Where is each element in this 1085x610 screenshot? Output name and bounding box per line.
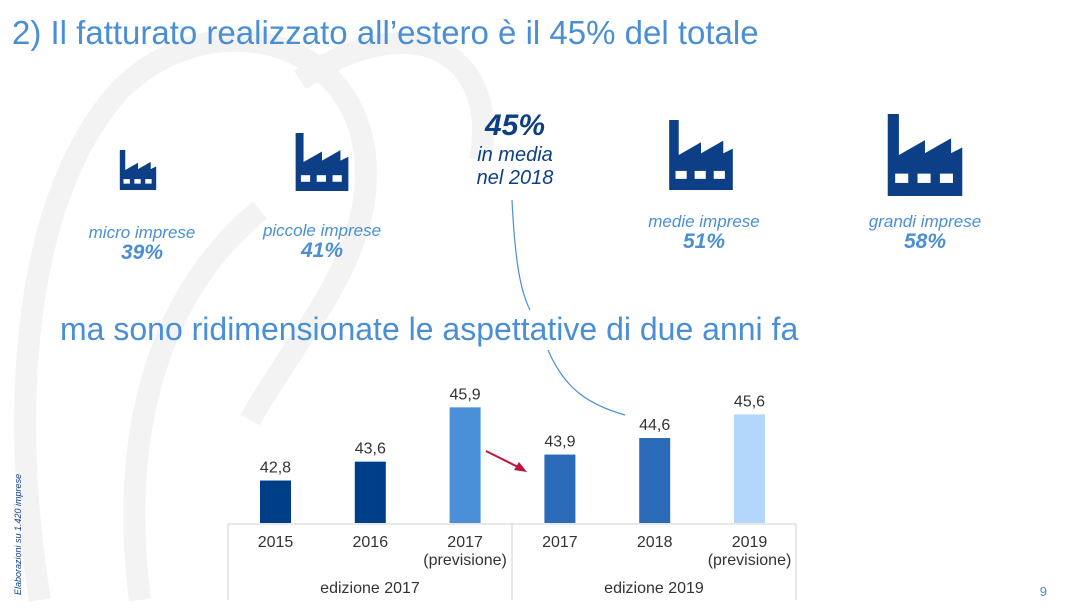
- value-label: 45,9: [450, 386, 481, 403]
- section-subtitle: ma sono ridimensionate le aspettative di…: [60, 311, 799, 347]
- category-piccole: piccole imprese 41%: [232, 221, 412, 261]
- category-value: 41%: [300, 239, 344, 262]
- tick-label-line: 2016: [352, 534, 389, 551]
- category-grandi: grandi imprese 58%: [835, 212, 1015, 252]
- tick-label-line: (previsione): [707, 552, 792, 569]
- value-label: 42,8: [260, 460, 291, 477]
- page-title: 2) Il fatturato realizzato all’estero è …: [12, 14, 759, 51]
- category-value: 39%: [120, 241, 164, 264]
- category-value: 51%: [682, 230, 726, 253]
- bar: [544, 454, 576, 523]
- factory-icon: [295, 133, 349, 191]
- tick-label: 2019 (previsione): [700, 534, 800, 570]
- decline-arrow: [485, 450, 521, 469]
- tick-label: 2016: [320, 534, 420, 552]
- average-callout: 45% in media nel 2018: [440, 108, 590, 190]
- bar: [734, 414, 765, 523]
- average-line1: in media: [477, 144, 553, 166]
- tick-label-line: 2017: [542, 534, 578, 551]
- tick-label: 2015: [226, 534, 326, 552]
- decline-arrow-head: [514, 462, 527, 472]
- category-label: piccole imprese: [262, 221, 382, 240]
- tick-label-line: 2018: [636, 534, 673, 551]
- axis-table: [227, 523, 797, 600]
- tick-label-line: (previsione): [423, 552, 507, 569]
- value-label: 44,6: [639, 417, 670, 434]
- tick-label-line: 2019: [731, 534, 768, 551]
- category-label: grandi imprese: [868, 212, 982, 231]
- source-note: Elaborazioni su 1.420 imprese: [13, 473, 23, 595]
- tick-label-line: 2017: [447, 534, 483, 551]
- tick-label: 2017 (previsione): [415, 534, 515, 570]
- value-label: 45,6: [734, 393, 765, 410]
- factory-icon: [119, 150, 157, 190]
- factory-icon: [669, 120, 733, 190]
- average-value: 45%: [484, 109, 546, 142]
- category-micro: micro imprese 39%: [52, 223, 232, 263]
- tick-label: 2018: [605, 534, 705, 552]
- average-line2: nel 2018: [476, 167, 554, 189]
- category-label: medie imprese: [648, 212, 760, 231]
- category-medie: medie imprese 51%: [614, 212, 794, 252]
- callout-connector: [547, 349, 626, 416]
- category-label: micro imprese: [88, 223, 196, 242]
- group-label: edizione 2017: [320, 580, 420, 597]
- bar: [260, 480, 291, 523]
- category-value: 58%: [903, 230, 947, 253]
- value-label: 43,6: [355, 441, 386, 458]
- tick-label-line: 2015: [257, 534, 294, 551]
- bar: [449, 407, 481, 523]
- page-number: 9: [1039, 584, 1047, 599]
- factory-icon: [887, 114, 963, 196]
- value-label: 43,9: [544, 434, 575, 451]
- group-label: edizione 2019: [604, 580, 704, 597]
- callout-connector: [511, 199, 531, 311]
- bar: [354, 461, 386, 523]
- tick-label: 2017: [510, 534, 610, 552]
- bar: [639, 438, 671, 523]
